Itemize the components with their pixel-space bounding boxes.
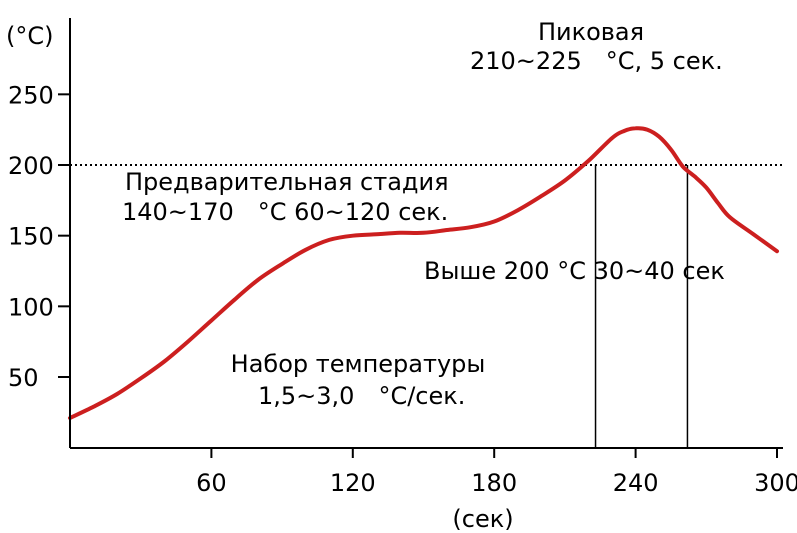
peak-title: Пиковая xyxy=(538,18,644,46)
y-tick-label-200: 200 xyxy=(8,152,54,180)
x-tick-label-120: 120 xyxy=(330,469,376,497)
temperature-profile-line xyxy=(68,126,779,420)
y-tick-label-100: 100 xyxy=(8,293,54,321)
x-tick-label-180: 180 xyxy=(471,469,517,497)
preheat-detail: 140~170 °C 60~120 сек. xyxy=(122,198,448,226)
above-200-annotation: Выше 200 °C 30~40 сек xyxy=(424,257,725,285)
preheat-title: Предварительная стадия xyxy=(125,168,449,196)
x-tick-label-300: 300 xyxy=(754,469,797,497)
y-tick-label-250: 250 xyxy=(8,81,54,109)
series-layer xyxy=(68,126,779,420)
x-axis-label: (сек) xyxy=(452,505,513,533)
x-tick-label-240: 240 xyxy=(613,469,659,497)
y-tick-label-50: 50 xyxy=(8,364,39,392)
y-axis-label: (°C) xyxy=(6,22,53,50)
x-tick-label-60: 60 xyxy=(196,469,227,497)
reference-lines xyxy=(70,164,783,448)
ramp-detail: 1,5~3,0 °C/сек. xyxy=(258,382,465,410)
ramp-title: Набор температуры xyxy=(231,350,486,378)
y-tick-label-150: 150 xyxy=(8,223,54,251)
ticks: 50 100 150 200 250 60 120 180 240 300 xyxy=(8,81,797,497)
peak-detail: 210~225 °C, 5 сек. xyxy=(470,47,723,75)
